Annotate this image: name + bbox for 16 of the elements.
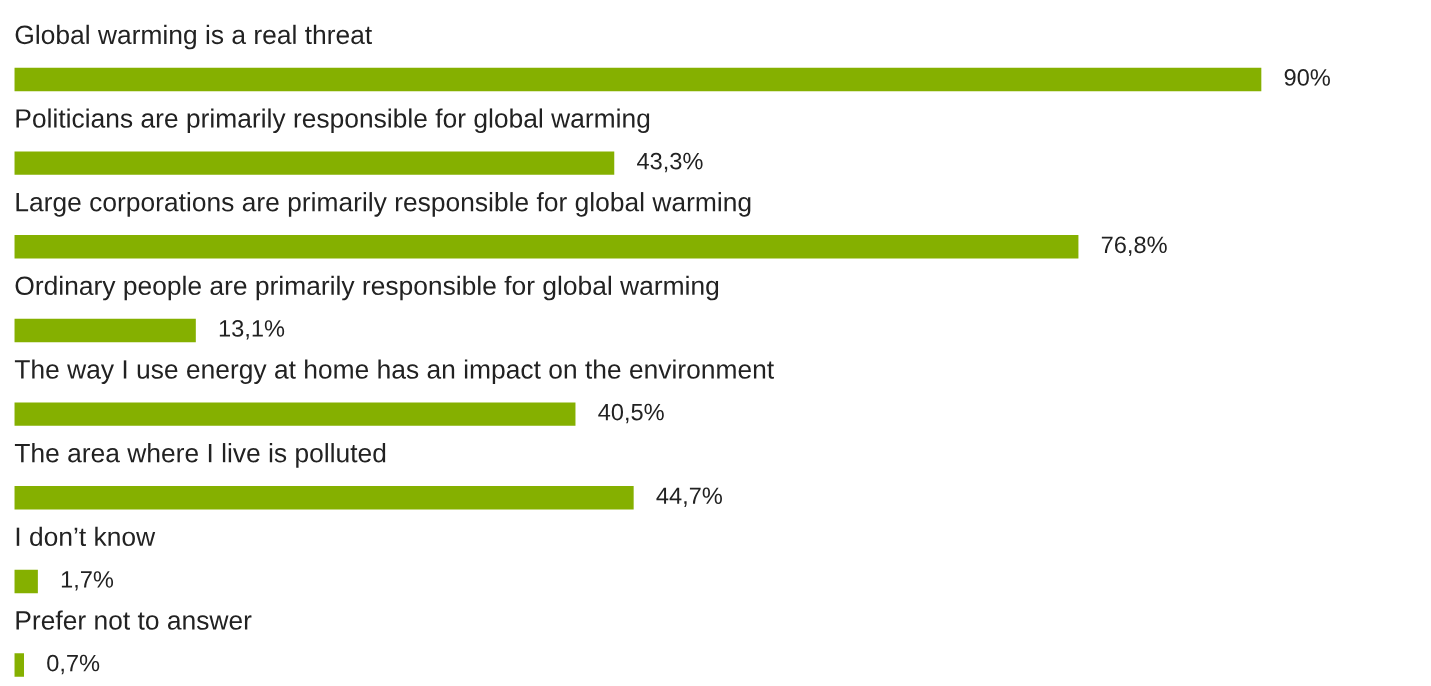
y-tick-label: Politicians are primarily responsible for global warming bbox=[16, 108, 650, 134]
data-label: 90% bbox=[1284, 69, 1330, 86]
data-label: 13,1% bbox=[219, 320, 285, 340]
y-tick-label: The way I use energy at home has an impact on the environment bbox=[14, 359, 774, 384]
y-tick-label: Global warming is a real threat bbox=[15, 24, 372, 50]
data-label: 44,7% bbox=[656, 487, 722, 507]
data-label: 0,7% bbox=[47, 654, 100, 675]
data-label: 1,7% bbox=[61, 571, 114, 591]
y-tick-label: I don’t know bbox=[16, 526, 156, 547]
data-label: 43,3% bbox=[637, 152, 703, 173]
y-tick-label: Prefer not to answer bbox=[16, 610, 252, 630]
y-tick-label: Large corporations are primarily responsible for global warming bbox=[16, 192, 751, 217]
y-tick-label: The area where I live is polluted bbox=[14, 443, 386, 468]
y-tick-label: Ordinary people are primarily responsible for global warming bbox=[15, 275, 719, 301]
data-label: 40,5% bbox=[598, 403, 664, 424]
data-label: 76,8% bbox=[1101, 236, 1167, 256]
